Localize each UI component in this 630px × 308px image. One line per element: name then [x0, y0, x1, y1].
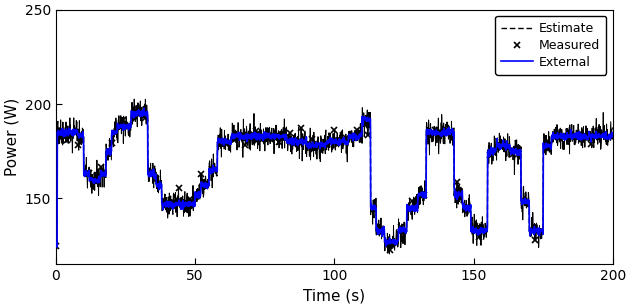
Estimate	[609, 131, 617, 135]
Measured	[453, 180, 461, 184]
Measured	[253, 129, 260, 133]
Measured	[520, 199, 528, 203]
Estimate	[143, 106, 151, 110]
Line: External: External	[56, 108, 613, 247]
Measured	[531, 238, 539, 241]
Estimate	[53, 247, 60, 250]
Estimate	[491, 148, 499, 152]
External	[52, 241, 60, 244]
Measured	[554, 132, 561, 136]
Measured	[108, 141, 115, 145]
External	[81, 175, 88, 178]
Legend: Estimate, Measured, External: Estimate, Measured, External	[495, 16, 607, 75]
Measured	[119, 118, 127, 122]
Measured	[375, 230, 383, 233]
Measured	[442, 131, 450, 135]
Measured	[409, 199, 416, 203]
Estimate	[593, 138, 600, 142]
External	[593, 133, 601, 137]
Measured	[231, 138, 238, 142]
Measured	[420, 193, 427, 197]
Y-axis label: Power (W): Power (W)	[4, 98, 19, 176]
Estimate	[323, 139, 331, 143]
Line: Estimate: Estimate	[56, 108, 613, 249]
Measured	[264, 137, 272, 141]
Measured	[353, 129, 360, 132]
Measured	[141, 116, 149, 120]
Measured	[241, 143, 249, 146]
Measured	[386, 248, 394, 252]
External	[54, 245, 61, 249]
Measured	[509, 152, 517, 156]
Measured	[64, 139, 71, 142]
Measured	[486, 153, 494, 156]
External	[140, 106, 148, 110]
Line: Measured: Measured	[53, 110, 605, 253]
Measured	[587, 143, 595, 146]
External	[309, 140, 316, 144]
Measured	[130, 111, 138, 115]
Measured	[219, 140, 227, 144]
External	[593, 136, 600, 140]
Measured	[97, 165, 105, 169]
External	[609, 135, 617, 138]
Measured	[297, 126, 305, 130]
Measured	[342, 136, 350, 140]
Measured	[319, 143, 327, 147]
Measured	[186, 197, 193, 201]
Estimate	[593, 136, 601, 140]
Measured	[576, 132, 583, 136]
Measured	[431, 128, 438, 132]
Measured	[331, 128, 338, 132]
External	[491, 149, 499, 152]
Measured	[542, 146, 550, 150]
Measured	[309, 138, 316, 141]
Measured	[74, 144, 82, 147]
Measured	[286, 132, 294, 135]
Measured	[498, 140, 505, 144]
External	[323, 139, 331, 143]
Estimate	[81, 169, 88, 173]
Estimate	[309, 142, 316, 146]
Measured	[598, 133, 605, 136]
Measured	[152, 177, 160, 180]
Measured	[476, 235, 483, 239]
Estimate	[52, 243, 60, 247]
Measured	[564, 135, 572, 139]
X-axis label: Time (s): Time (s)	[303, 289, 365, 304]
Measured	[275, 140, 282, 144]
Measured	[52, 244, 60, 248]
Measured	[364, 133, 372, 136]
Measured	[197, 172, 205, 176]
Measured	[164, 200, 171, 204]
Measured	[86, 171, 93, 175]
Measured	[398, 225, 405, 229]
Measured	[208, 168, 215, 171]
Measured	[175, 186, 182, 190]
Measured	[464, 208, 472, 212]
